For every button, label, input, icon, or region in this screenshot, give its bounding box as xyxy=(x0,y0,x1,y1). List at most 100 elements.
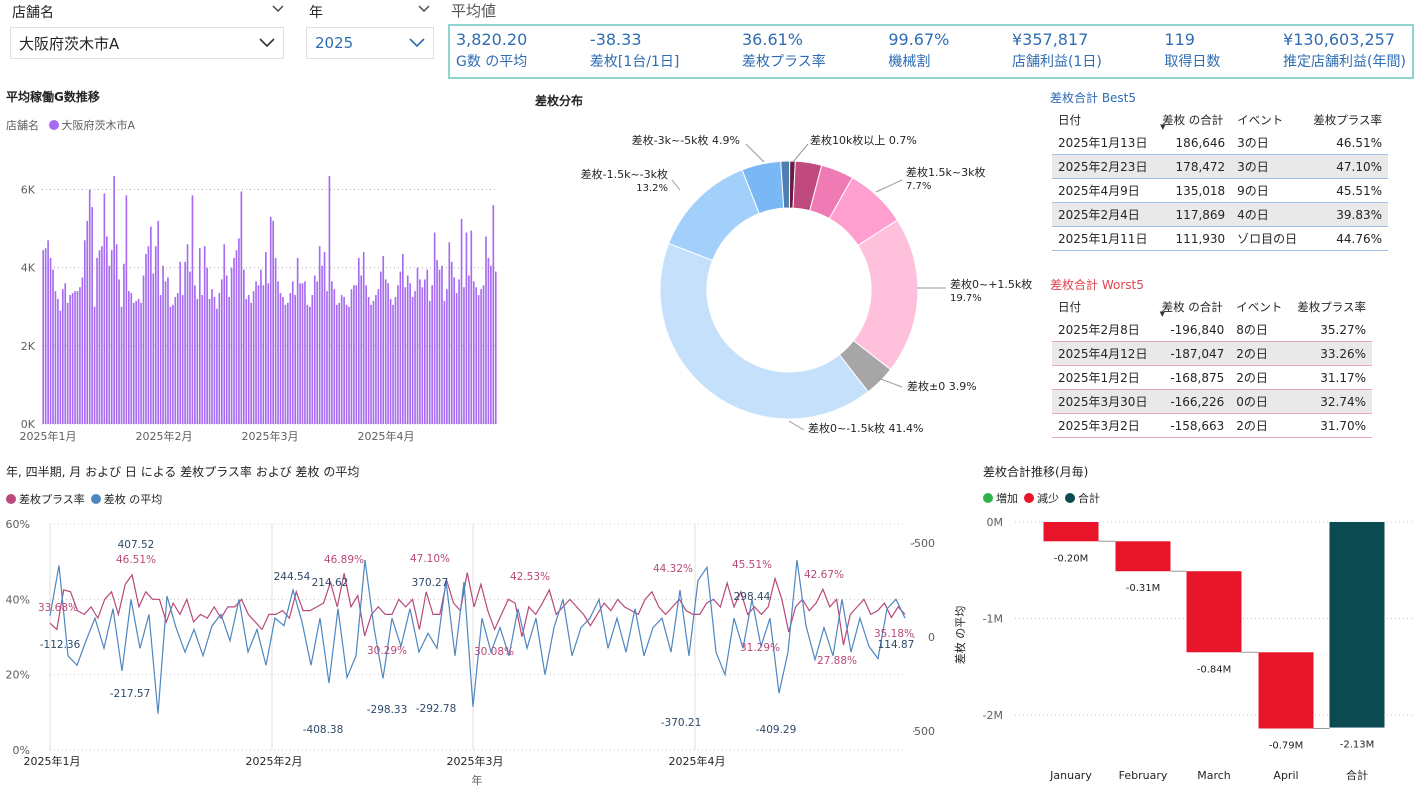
bar[interactable] xyxy=(64,283,67,424)
bar[interactable] xyxy=(414,291,416,424)
bar[interactable] xyxy=(206,267,208,424)
bar[interactable] xyxy=(362,252,365,424)
bar[interactable] xyxy=(98,250,101,424)
bar[interactable] xyxy=(494,271,497,424)
bar[interactable] xyxy=(106,236,108,424)
bar[interactable] xyxy=(350,289,353,424)
bar[interactable] xyxy=(157,220,160,424)
bar[interactable] xyxy=(404,287,407,424)
donut-slice[interactable] xyxy=(668,169,760,262)
table-row[interactable]: 2025年4月9日 135,018 9の日 45.51% xyxy=(1052,178,1388,203)
bar[interactable] xyxy=(262,285,265,424)
bar[interactable] xyxy=(433,232,436,424)
bar[interactable] xyxy=(282,297,284,424)
bar[interactable] xyxy=(181,295,184,424)
bar[interactable] xyxy=(287,302,289,424)
bar[interactable] xyxy=(370,304,372,424)
column-header[interactable]: 差枚 の合計 ▼ xyxy=(1160,113,1224,131)
bar[interactable] xyxy=(355,285,358,424)
bar[interactable] xyxy=(367,297,370,424)
bar[interactable] xyxy=(57,298,59,424)
bar[interactable] xyxy=(448,242,451,424)
bar[interactable] xyxy=(49,257,52,424)
bar[interactable] xyxy=(159,295,162,424)
bar[interactable] xyxy=(316,281,319,424)
bar[interactable] xyxy=(411,297,414,424)
bar[interactable] xyxy=(242,269,245,424)
bar[interactable] xyxy=(333,289,336,424)
total-bar[interactable] xyxy=(1329,522,1385,728)
bar[interactable] xyxy=(458,279,460,424)
bar[interactable] xyxy=(455,293,458,424)
bar[interactable] xyxy=(76,291,79,424)
bar[interactable] xyxy=(250,302,252,424)
bar[interactable] xyxy=(301,283,304,424)
table-row[interactable]: 2025年2月23日 178,472 3の日 47.10% xyxy=(1052,154,1388,179)
bar[interactable] xyxy=(83,240,86,424)
bar[interactable] xyxy=(431,285,433,424)
decrease-bar[interactable] xyxy=(1258,652,1314,729)
bar[interactable] xyxy=(260,269,262,424)
bar[interactable] xyxy=(299,283,301,424)
bar[interactable] xyxy=(487,257,490,424)
bar[interactable] xyxy=(135,300,138,424)
table-row[interactable]: 2025年1月2日 -168,875 2の日 31.17% xyxy=(1052,365,1372,390)
store-slicer-collapse-icon[interactable] xyxy=(272,4,284,14)
bar[interactable] xyxy=(233,257,235,424)
bar[interactable] xyxy=(110,250,113,424)
bar[interactable] xyxy=(477,295,480,424)
bar[interactable] xyxy=(152,273,155,424)
bar[interactable] xyxy=(353,285,355,424)
bar[interactable] xyxy=(269,216,272,424)
bar[interactable] xyxy=(252,291,255,424)
bar[interactable] xyxy=(357,257,360,424)
bar[interactable] xyxy=(86,220,89,424)
bar[interactable] xyxy=(81,277,84,424)
bar[interactable] xyxy=(223,244,226,424)
column-header[interactable]: イベント xyxy=(1236,300,1283,314)
bar[interactable] xyxy=(140,302,142,424)
bar[interactable] xyxy=(123,263,125,424)
column-header[interactable]: 差枚プラス率 xyxy=(1297,300,1366,314)
bar[interactable] xyxy=(132,302,135,424)
column-header[interactable]: 日付 xyxy=(1058,300,1081,314)
bar[interactable] xyxy=(47,240,49,424)
bar[interactable] xyxy=(480,289,482,424)
bar[interactable] xyxy=(472,281,475,424)
bar[interactable] xyxy=(42,250,45,424)
bar[interactable] xyxy=(230,267,233,424)
bar[interactable] xyxy=(108,265,111,424)
column-header[interactable]: イベント xyxy=(1237,113,1284,127)
table-row[interactable]: 2025年2月8日 -196,840 8の日 35.27% xyxy=(1052,318,1372,342)
bar[interactable] xyxy=(118,279,120,424)
bar[interactable] xyxy=(120,306,123,424)
bar[interactable] xyxy=(421,287,424,424)
bar[interactable] xyxy=(470,230,473,424)
bar[interactable] xyxy=(424,279,426,424)
column-header[interactable]: 日付 xyxy=(1058,113,1081,127)
bar[interactable] xyxy=(257,285,260,424)
bar[interactable] xyxy=(265,252,267,424)
bar[interactable] xyxy=(294,295,297,424)
bar[interactable] xyxy=(74,291,76,424)
bar[interactable] xyxy=(401,254,404,424)
bar[interactable] xyxy=(482,285,485,424)
table-row[interactable]: 2025年1月13日 186,646 3の日 46.51% xyxy=(1052,131,1388,155)
bar[interactable] xyxy=(335,304,338,424)
bar[interactable] xyxy=(309,306,311,424)
bar[interactable] xyxy=(450,261,453,424)
bar[interactable] xyxy=(96,257,98,424)
bar[interactable] xyxy=(228,297,230,424)
bar[interactable] xyxy=(150,226,152,424)
bar[interactable] xyxy=(416,267,419,424)
bar[interactable] xyxy=(306,304,309,424)
bar[interactable] xyxy=(125,195,128,424)
bar[interactable] xyxy=(318,246,321,424)
bar[interactable] xyxy=(343,297,345,424)
bar[interactable] xyxy=(91,207,93,424)
column-header[interactable]: 差枚プラス率 xyxy=(1313,113,1382,127)
bar[interactable] xyxy=(169,306,172,424)
bar[interactable] xyxy=(220,279,223,424)
bar[interactable] xyxy=(382,255,385,424)
bar[interactable] xyxy=(201,295,204,424)
